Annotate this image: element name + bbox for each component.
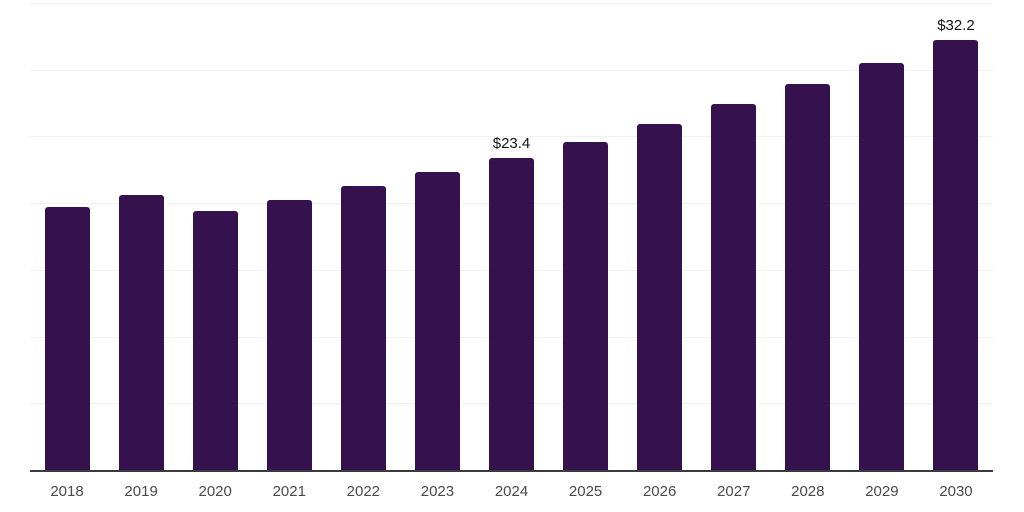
x-tick-2028: 2028 (791, 483, 825, 500)
bar-2018 (44, 207, 90, 470)
bar-2025 (563, 141, 609, 470)
x-tick-2027: 2027 (717, 483, 751, 500)
bar-2026 (637, 124, 683, 470)
bar-2028 (785, 84, 831, 470)
bar-2022 (340, 185, 386, 470)
bar-slot-2019 (104, 3, 178, 470)
bar-2021 (266, 200, 312, 470)
bar-slot-2029 (845, 3, 919, 470)
bar-2029 (859, 63, 905, 470)
x-tick-2024: 2024 (494, 483, 529, 500)
gridline-y-35 (30, 3, 993, 4)
bar-slot-2030: $32.2 (919, 3, 993, 470)
x-tick-2030: 2030 (939, 483, 973, 500)
bar-slot-2023 (400, 3, 474, 470)
x-tick-2029: 2029 (865, 483, 899, 500)
x-axis-line (30, 470, 993, 472)
bar-slot-2026 (623, 3, 697, 470)
x-tick-2021: 2021 (272, 483, 306, 500)
bar-slot-2018 (30, 3, 104, 470)
x-tick-2023: 2023 (420, 483, 455, 500)
bar-slot-2021 (252, 3, 326, 470)
x-tick-2026: 2026 (642, 483, 677, 500)
bar-slot-2022 (326, 3, 400, 470)
bar-2027 (711, 104, 757, 470)
bar-slot-2024: $23.4 (474, 3, 548, 470)
bar-2030 (933, 40, 979, 470)
bar-slot-2028 (771, 3, 845, 470)
x-tick-2019: 2019 (124, 483, 158, 500)
x-axis-tick-labels: 2018 2019 2020 2021 2022 2023 2024 2025 2026 2027… (30, 484, 993, 499)
x-tick-2025: 2025 (568, 483, 603, 500)
x-tick-2020: 2020 (198, 483, 232, 500)
bar-2024 (489, 157, 534, 470)
bar-2023 (414, 172, 460, 470)
bar-series: $23.4 $32.2 (30, 3, 993, 470)
data-label-2030: $32.2 (937, 17, 975, 35)
x-tick-2022: 2022 (346, 483, 381, 500)
data-label-2024: $23.4 (492, 134, 531, 152)
bar-2019 (118, 195, 164, 470)
bar-2020 (192, 211, 238, 470)
gridline-y-25 (30, 136, 993, 138)
bar-slot-2027 (697, 3, 771, 470)
bar-slot-2025 (549, 3, 623, 470)
bar-slot-2020 (178, 3, 252, 470)
gridline-y-30 (30, 69, 993, 71)
x-tick-2018: 2018 (50, 483, 84, 500)
plot-area: $23.4 $32.2 (30, 3, 993, 470)
